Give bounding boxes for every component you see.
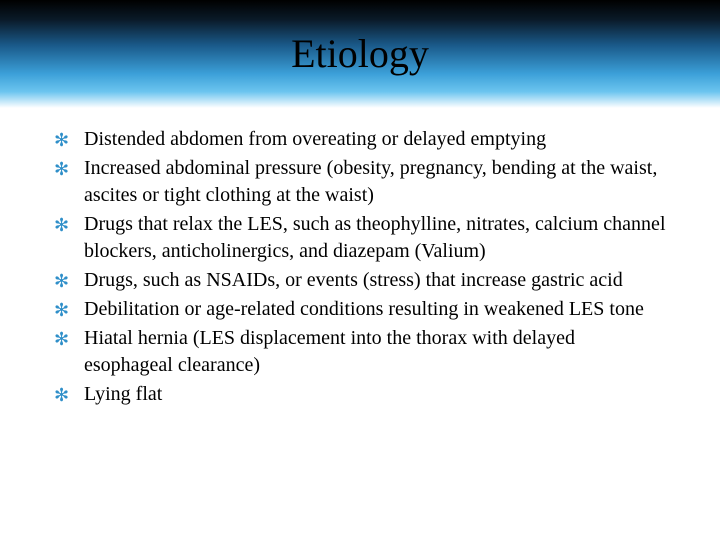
list-item: ✻ Debilitation or age-related conditions… xyxy=(54,296,666,323)
list-item: ✻ Increased abdominal pressure (obesity,… xyxy=(54,155,666,209)
slide-content: ✻ Distended abdomen from overeating or d… xyxy=(0,108,720,408)
bullet-icon: ✻ xyxy=(54,386,69,404)
bullet-list: ✻ Distended abdomen from overeating or d… xyxy=(54,126,666,408)
header-band: Etiology xyxy=(0,0,720,108)
list-item-text: Debilitation or age-related conditions r… xyxy=(84,298,644,320)
bullet-icon: ✻ xyxy=(54,272,69,290)
list-item-text: Distended abdomen from overeating or del… xyxy=(84,128,546,150)
list-item-text: Hiatal hernia (LES displacement into the… xyxy=(84,327,575,376)
slide-title: Etiology xyxy=(291,30,429,77)
bullet-icon: ✻ xyxy=(54,330,69,348)
list-item: ✻ Distended abdomen from overeating or d… xyxy=(54,126,666,153)
list-item-text: Drugs, such as NSAIDs, or events (stress… xyxy=(84,269,623,291)
bullet-icon: ✻ xyxy=(54,131,69,149)
bullet-icon: ✻ xyxy=(54,301,69,319)
slide: Etiology ✻ Distended abdomen from overea… xyxy=(0,0,720,540)
bullet-icon: ✻ xyxy=(54,160,69,178)
list-item-text: Increased abdominal pressure (obesity, p… xyxy=(84,157,657,206)
bullet-icon: ✻ xyxy=(54,216,69,234)
list-item-text: Drugs that relax the LES, such as theoph… xyxy=(84,213,666,262)
list-item: ✻ Lying flat xyxy=(54,381,666,408)
list-item: ✻ Drugs that relax the LES, such as theo… xyxy=(54,211,666,265)
list-item: ✻ Hiatal hernia (LES displacement into t… xyxy=(54,325,666,379)
list-item-text: Lying flat xyxy=(84,383,162,405)
list-item: ✻ Drugs, such as NSAIDs, or events (stre… xyxy=(54,267,666,294)
